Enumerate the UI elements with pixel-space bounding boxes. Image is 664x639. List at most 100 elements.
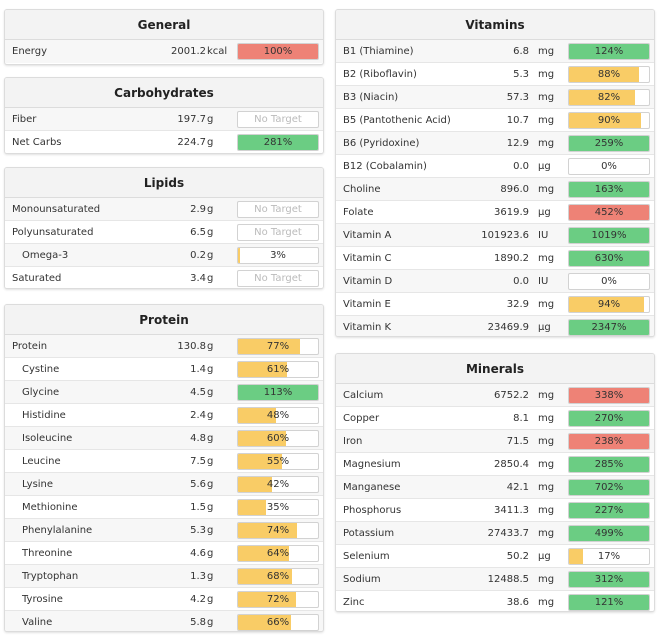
target-progress-fill bbox=[238, 248, 241, 263]
nutrient-row-choline[interactable]: Choline 896.0 mg 163% bbox=[336, 178, 654, 201]
nutrient-unit: g bbox=[207, 548, 214, 559]
target-progress-bar: 60% bbox=[237, 430, 319, 447]
nutrient-row-protein[interactable]: Protein 130.8 g 77% bbox=[5, 335, 323, 358]
nutrient-row-omega-3[interactable]: Omega-3 0.2 g 3% bbox=[5, 244, 323, 267]
nutrient-row-calcium[interactable]: Calcium 6752.2 mg 338% bbox=[336, 384, 654, 407]
nutrient-row-energy[interactable]: Energy 2001.2 kcal 100% bbox=[5, 40, 323, 63]
target-percent: No Target bbox=[254, 114, 302, 125]
target-progress-bar: 74% bbox=[237, 522, 319, 539]
target-progress-bar: 281% bbox=[237, 134, 319, 151]
target-progress-fill bbox=[569, 320, 649, 335]
nutrient-row-folate[interactable]: Folate 3619.9 µg 452% bbox=[336, 201, 654, 224]
target-percent: 60% bbox=[266, 433, 290, 444]
nutrient-row-manganese[interactable]: Manganese 42.1 mg 702% bbox=[336, 476, 654, 499]
target-progress-bar: 42% bbox=[237, 476, 319, 493]
target-percent: No Target bbox=[254, 204, 302, 215]
protein-rows: Protein 130.8 g 77% Cystine 1.4 g 61% Glycine 4.5… bbox=[5, 335, 323, 631]
nutrient-unit: mg bbox=[538, 92, 555, 103]
nutrient-row-saturated[interactable]: Saturated 3.4 g No Target bbox=[5, 267, 323, 288]
target-percent: 0% bbox=[601, 276, 617, 287]
target-progress-fill bbox=[569, 182, 649, 197]
nutrient-amount: 130.8 bbox=[177, 341, 206, 352]
target-progress-bar: 17% bbox=[568, 548, 650, 565]
target-progress-bar: 55% bbox=[237, 453, 319, 470]
nutrient-row-fiber[interactable]: Fiber 197.7 g No Target bbox=[5, 108, 323, 131]
target-progress-bar: 3% bbox=[237, 247, 319, 264]
nutrient-unit: µg bbox=[538, 322, 551, 333]
target-percent: 88% bbox=[597, 69, 621, 80]
nutrient-row-vitamin-e[interactable]: Vitamin E 32.9 mg 94% bbox=[336, 293, 654, 316]
nutrient-row-lysine[interactable]: Lysine 5.6 g 42% bbox=[5, 473, 323, 496]
nutrient-unit: mg bbox=[538, 390, 555, 401]
target-progress-bar: No Target bbox=[237, 111, 319, 128]
nutrient-name: Tyrosine bbox=[22, 594, 63, 605]
nutrient-row-tryptophan[interactable]: Tryptophan 1.3 g 68% bbox=[5, 565, 323, 588]
nutrient-unit: g bbox=[207, 594, 214, 605]
nutrient-name: Monounsaturated bbox=[12, 204, 101, 215]
nutrient-row-net-carbs[interactable]: Net Carbs 224.7 g 281% bbox=[5, 131, 323, 153]
nutrient-amount: 101923.6 bbox=[481, 230, 529, 241]
target-percent: 281% bbox=[263, 137, 293, 148]
nutrient-row-magnesium[interactable]: Magnesium 2850.4 mg 285% bbox=[336, 453, 654, 476]
nutrient-row-vitamin-d[interactable]: Vitamin D 0.0 IU 0% bbox=[336, 270, 654, 293]
target-percent: 94% bbox=[597, 299, 621, 310]
general-title: General bbox=[5, 10, 323, 40]
target-progress-fill bbox=[569, 388, 649, 403]
nutrient-row-b2-riboflavin[interactable]: B2 (Riboflavin) 5.3 mg 88% bbox=[336, 63, 654, 86]
nutrient-row-sodium[interactable]: Sodium 12488.5 mg 312% bbox=[336, 568, 654, 591]
target-progress-fill bbox=[569, 549, 583, 564]
lipids-panel: Lipids Monounsaturated 2.9 g No Target Polyu… bbox=[4, 167, 324, 289]
nutrient-unit: mg bbox=[538, 115, 555, 126]
target-percent: 163% bbox=[594, 184, 624, 195]
nutrient-row-histidine[interactable]: Histidine 2.4 g 48% bbox=[5, 404, 323, 427]
nutrient-row-tyrosine[interactable]: Tyrosine 4.2 g 72% bbox=[5, 588, 323, 611]
nutrient-row-leucine[interactable]: Leucine 7.5 g 55% bbox=[5, 450, 323, 473]
nutrient-row-glycine[interactable]: Glycine 4.5 g 113% bbox=[5, 381, 323, 404]
nutrient-row-vitamin-c[interactable]: Vitamin C 1890.2 mg 630% bbox=[336, 247, 654, 270]
nutrient-amount: 5.3 bbox=[513, 69, 529, 80]
nutrient-row-selenium[interactable]: Selenium 50.2 µg 17% bbox=[336, 545, 654, 568]
target-percent: 42% bbox=[266, 479, 290, 490]
nutrient-row-cystine[interactable]: Cystine 1.4 g 61% bbox=[5, 358, 323, 381]
nutrient-row-b5-pantothenic-acid[interactable]: B5 (Pantothenic Acid) 10.7 mg 90% bbox=[336, 109, 654, 132]
vitamins-title: Vitamins bbox=[336, 10, 654, 40]
target-progress-bar: 113% bbox=[237, 384, 319, 401]
nutrient-unit: g bbox=[207, 479, 214, 490]
nutrient-row-isoleucine[interactable]: Isoleucine 4.8 g 60% bbox=[5, 427, 323, 450]
nutrient-row-phosphorus[interactable]: Phosphorus 3411.3 mg 227% bbox=[336, 499, 654, 522]
target-progress-fill bbox=[238, 385, 318, 400]
nutrient-unit: mg bbox=[538, 184, 555, 195]
nutrient-row-vitamin-a[interactable]: Vitamin A 101923.6 IU 1019% bbox=[336, 224, 654, 247]
nutrient-unit: mg bbox=[538, 574, 555, 585]
nutrient-row-b12-cobalamin[interactable]: B12 (Cobalamin) 0.0 µg 0% bbox=[336, 155, 654, 178]
target-progress-fill bbox=[569, 434, 649, 449]
nutrient-row-monounsaturated[interactable]: Monounsaturated 2.9 g No Target bbox=[5, 198, 323, 221]
nutrient-amount: 5.6 bbox=[190, 479, 206, 490]
target-percent: 48% bbox=[266, 410, 290, 421]
nutrient-row-threonine[interactable]: Threonine 4.6 g 64% bbox=[5, 542, 323, 565]
target-progress-bar: 0% bbox=[568, 158, 650, 175]
nutrient-unit: mg bbox=[538, 436, 555, 447]
nutrient-unit: µg bbox=[538, 207, 551, 218]
nutrient-row-iron[interactable]: Iron 71.5 mg 238% bbox=[336, 430, 654, 453]
target-progress-fill bbox=[569, 113, 641, 128]
nutrient-row-potassium[interactable]: Potassium 27433.7 mg 499% bbox=[336, 522, 654, 545]
minerals-panel: Minerals Calcium 6752.2 mg 338% Copper 8.1 mg 2… bbox=[335, 353, 655, 612]
target-percent: 61% bbox=[266, 364, 290, 375]
nutrient-row-vitamin-k[interactable]: Vitamin K 23469.9 µg 2347% bbox=[336, 316, 654, 336]
nutrient-row-b1-thiamine[interactable]: B1 (Thiamine) 6.8 mg 124% bbox=[336, 40, 654, 63]
nutrient-row-b3-niacin[interactable]: B3 (Niacin) 57.3 mg 82% bbox=[336, 86, 654, 109]
nutrient-amount: 3619.9 bbox=[494, 207, 529, 218]
nutrient-row-b6-pyridoxine[interactable]: B6 (Pyridoxine) 12.9 mg 259% bbox=[336, 132, 654, 155]
nutrient-row-zinc[interactable]: Zinc 38.6 mg 121% bbox=[336, 591, 654, 611]
target-percent: 0% bbox=[601, 161, 617, 172]
target-progress-bar: 452% bbox=[568, 204, 650, 221]
target-progress-fill bbox=[569, 526, 649, 541]
nutrient-row-phenylalanine[interactable]: Phenylalanine 5.3 g 74% bbox=[5, 519, 323, 542]
nutrient-row-polyunsaturated[interactable]: Polyunsaturated 6.5 g No Target bbox=[5, 221, 323, 244]
nutrient-row-valine[interactable]: Valine 5.8 g 66% bbox=[5, 611, 323, 631]
nutrient-row-methionine[interactable]: Methionine 1.5 g 35% bbox=[5, 496, 323, 519]
target-percent: 259% bbox=[594, 138, 624, 149]
nutrient-row-copper[interactable]: Copper 8.1 mg 270% bbox=[336, 407, 654, 430]
target-progress-fill bbox=[238, 431, 286, 446]
